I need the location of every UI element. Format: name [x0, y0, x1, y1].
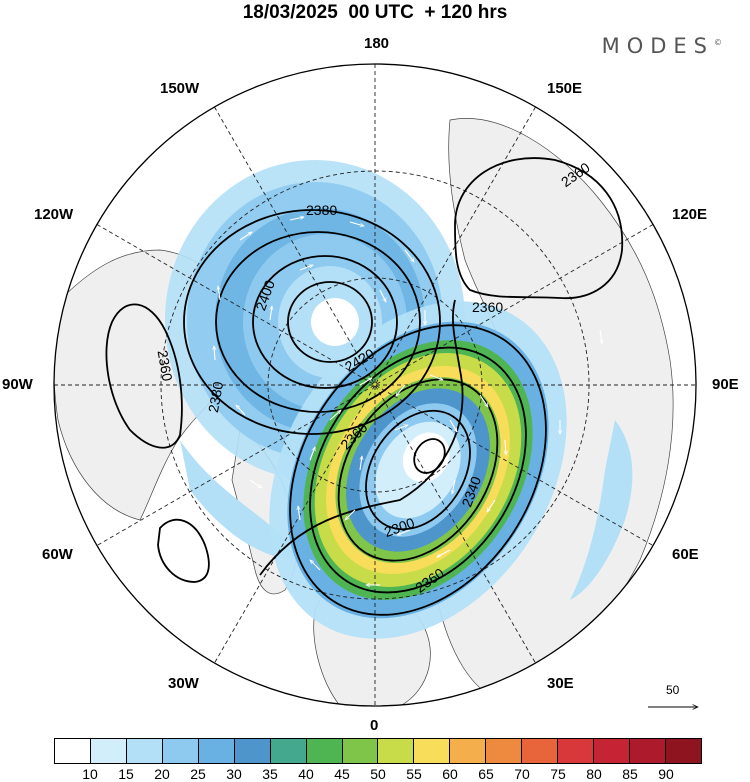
contour-label: 2360 — [155, 349, 176, 383]
colorbar-swatch — [593, 738, 630, 764]
contour-label: 2380 — [306, 202, 337, 218]
colorbar-swatch — [125, 738, 163, 764]
lon-label-90w: 90W — [2, 376, 33, 393]
lon-label-120e: 120E — [672, 206, 708, 223]
colorbar-tick-label: 60 — [442, 766, 458, 782]
map-border — [53, 63, 697, 707]
wind-shading-east-strip — [570, 420, 633, 600]
colorbar-tick-label: 30 — [226, 766, 242, 782]
colorbar-tick-label: 65 — [478, 766, 494, 782]
colorbar — [54, 738, 702, 764]
reference-vector-label: 50 — [666, 683, 680, 697]
lon-label-60w: 60W — [42, 546, 73, 563]
lon-label-180: 180 — [364, 35, 390, 52]
colorbar-swatch — [233, 738, 271, 764]
colorbar-tick-label: 75 — [550, 766, 566, 782]
colorbar-swatch — [664, 738, 702, 764]
lon-label-60e: 60E — [672, 546, 699, 563]
colorbar-swatch — [557, 738, 595, 764]
colorbar-tick-label: 90 — [658, 766, 674, 782]
colorbar-swatch — [161, 738, 199, 764]
colorbar-swatch — [521, 738, 559, 764]
colorbar-swatch — [485, 738, 523, 764]
lon-label-30e: 30E — [547, 675, 574, 692]
lon-label-0: 0 — [370, 717, 379, 734]
colorbar-swatch — [377, 738, 415, 764]
copyright-mark: © — [714, 38, 722, 47]
lon-label-90e: 90E — [712, 376, 739, 393]
contour-label: 2380 — [205, 380, 226, 414]
colorbar-tick-label: 45 — [334, 766, 350, 782]
colorbar-tick-label: 40 — [298, 766, 314, 782]
colorbar-tick-label: 20 — [154, 766, 170, 782]
brand-name: MODES — [601, 34, 714, 58]
colorbar-tick-label: 15 — [118, 766, 134, 782]
colorbar-tick-label: 10 — [82, 766, 98, 782]
colorbar-tick-label: 85 — [622, 766, 638, 782]
lon-label-150w: 150W — [160, 80, 200, 97]
lon-label-120w: 120W — [34, 206, 74, 223]
colorbar-swatch — [89, 738, 127, 764]
colorbar-swatch — [413, 738, 451, 764]
reference-vector-arrow — [648, 697, 702, 717]
map-title: 18/03/2025 00 UTC + 120 hrs — [242, 2, 508, 23]
height-contours — [105, 157, 624, 616]
colorbar-swatch — [54, 738, 91, 764]
colorbar-tick-label: 80 — [586, 766, 602, 782]
colorbar-swatch — [305, 738, 343, 764]
colorbar-tick-label: 25 — [190, 766, 206, 782]
colorbar-swatch — [449, 738, 487, 764]
contour-label: 2360 — [472, 299, 503, 315]
colorbar-tick-label: 50 — [370, 766, 386, 782]
lon-label-150e: 150E — [547, 80, 583, 97]
colorbar-swatch — [341, 738, 379, 764]
colorbar-swatch — [629, 738, 666, 764]
colorbar-swatch — [197, 738, 235, 764]
brand-logo: MODES© — [602, 34, 722, 58]
wind-vectors — [214, 217, 602, 585]
colorbar-tick-label: 55 — [406, 766, 422, 782]
colorbar-ticks: 10 15 20 25 30 35 40 45 50 55 60 65 70 75 80 85 90 — [54, 766, 702, 782]
colorbar-tick-label: 35 — [262, 766, 278, 782]
colorbar-swatch — [269, 738, 307, 764]
lon-label-30w: 30W — [168, 675, 199, 692]
colorbar-tick-label: 70 — [514, 766, 530, 782]
